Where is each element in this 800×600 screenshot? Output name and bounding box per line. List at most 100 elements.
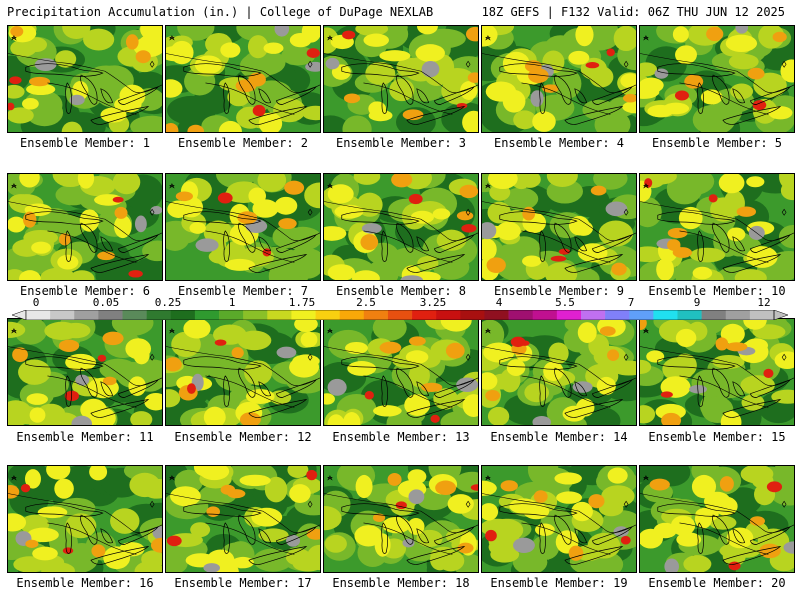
precip-blob [673, 353, 697, 378]
precip-blob [10, 39, 37, 57]
political-border [8, 53, 162, 94]
precip-blob [342, 30, 356, 40]
political-border [363, 375, 453, 408]
political-border [205, 375, 295, 408]
precip-blob [558, 248, 571, 255]
station-star-icon [484, 475, 491, 481]
precip-blob [278, 218, 297, 230]
precip-blob [703, 491, 731, 512]
precip-field [324, 466, 478, 572]
precip-blob [61, 322, 91, 339]
colorbar-tick-label: 2.5 [356, 296, 376, 309]
colorbar-swatch [605, 310, 630, 320]
precip-blob [125, 34, 139, 50]
political-border [166, 346, 320, 387]
lake-outline [258, 381, 272, 397]
lake-outline [539, 230, 546, 262]
lake-outline [341, 503, 420, 517]
precip-blob [8, 194, 33, 211]
precip-blob [485, 529, 497, 542]
marker-diamond-icon [465, 60, 471, 68]
precip-blob [292, 556, 320, 572]
precip-blob [258, 112, 283, 132]
precip-blob [203, 220, 233, 245]
precip-blob [661, 412, 682, 425]
precip-blob [747, 67, 765, 80]
precip-blob [482, 480, 497, 496]
precip-blob [672, 26, 689, 43]
station-star-icon [642, 475, 649, 481]
lake-outline [564, 545, 624, 565]
marker-diamond-icon [781, 60, 787, 68]
precip-blob [22, 97, 39, 110]
precip-blob [462, 110, 478, 132]
colorbar-tick-label: 4 [495, 296, 503, 309]
ensemble-member-map [165, 25, 321, 133]
colorbar-swatch [98, 310, 123, 320]
lake-outline [564, 398, 624, 418]
precip-blob [654, 68, 669, 79]
lake-outline [697, 522, 704, 554]
precip-blob [41, 562, 75, 572]
precip-blob [740, 375, 775, 395]
precip-blob [301, 26, 320, 43]
lake-outline [712, 514, 730, 545]
precip-blob [768, 106, 793, 120]
lake-outline [657, 503, 736, 517]
lake-outline [65, 230, 72, 262]
lake-outline [564, 253, 624, 273]
precip-blob [483, 342, 515, 363]
precip-blob [408, 193, 423, 205]
precip-blob [482, 26, 498, 47]
lake-outline [732, 381, 746, 397]
precip-blob [19, 270, 41, 280]
precip-blob [408, 489, 425, 505]
colorbar-swatch [291, 310, 316, 320]
precip-blob [224, 258, 255, 271]
precip-field [482, 26, 636, 132]
precip-blob [387, 472, 402, 486]
precip-blob [548, 342, 569, 365]
lake-outline [434, 379, 475, 398]
lake-outline [592, 379, 633, 398]
precip-blob [206, 506, 220, 517]
lake-outline [248, 105, 308, 125]
precip-blob [94, 194, 123, 206]
precip-blob [646, 350, 665, 363]
political-border [166, 53, 320, 94]
political-border [8, 346, 162, 387]
ensemble-member-map [481, 25, 637, 133]
precip-blob [709, 515, 737, 530]
lake-outline [100, 528, 114, 544]
precip-blob [669, 174, 702, 204]
precip-blob [32, 546, 58, 561]
lake-outline [258, 236, 272, 252]
lake-outline [539, 375, 546, 407]
precip-blob [292, 354, 320, 368]
station-star-icon [484, 183, 491, 189]
station-star-icon [642, 183, 649, 189]
precip-blob [8, 107, 34, 124]
precip-blob [183, 319, 211, 339]
political-border [324, 346, 478, 387]
precip-blob [355, 474, 373, 499]
precip-blob [220, 42, 241, 58]
precip-blob [410, 210, 434, 224]
colorbar-swatch [725, 310, 751, 320]
precip-blob [675, 45, 697, 65]
precip-blob [324, 534, 347, 553]
precip-blob [46, 466, 71, 480]
precip-blob [25, 539, 39, 548]
precip-blob [391, 174, 413, 188]
precip-field [166, 174, 320, 280]
precip-blob [195, 238, 219, 252]
lake-outline [100, 381, 114, 397]
precip-blob [102, 376, 117, 386]
precip-blob [8, 321, 26, 339]
precip-blob [343, 412, 361, 425]
political-border [363, 522, 453, 555]
precip-blob [166, 535, 182, 547]
station-star-icon [326, 475, 333, 481]
precip-blob [670, 515, 696, 536]
lake-outline [381, 522, 388, 554]
